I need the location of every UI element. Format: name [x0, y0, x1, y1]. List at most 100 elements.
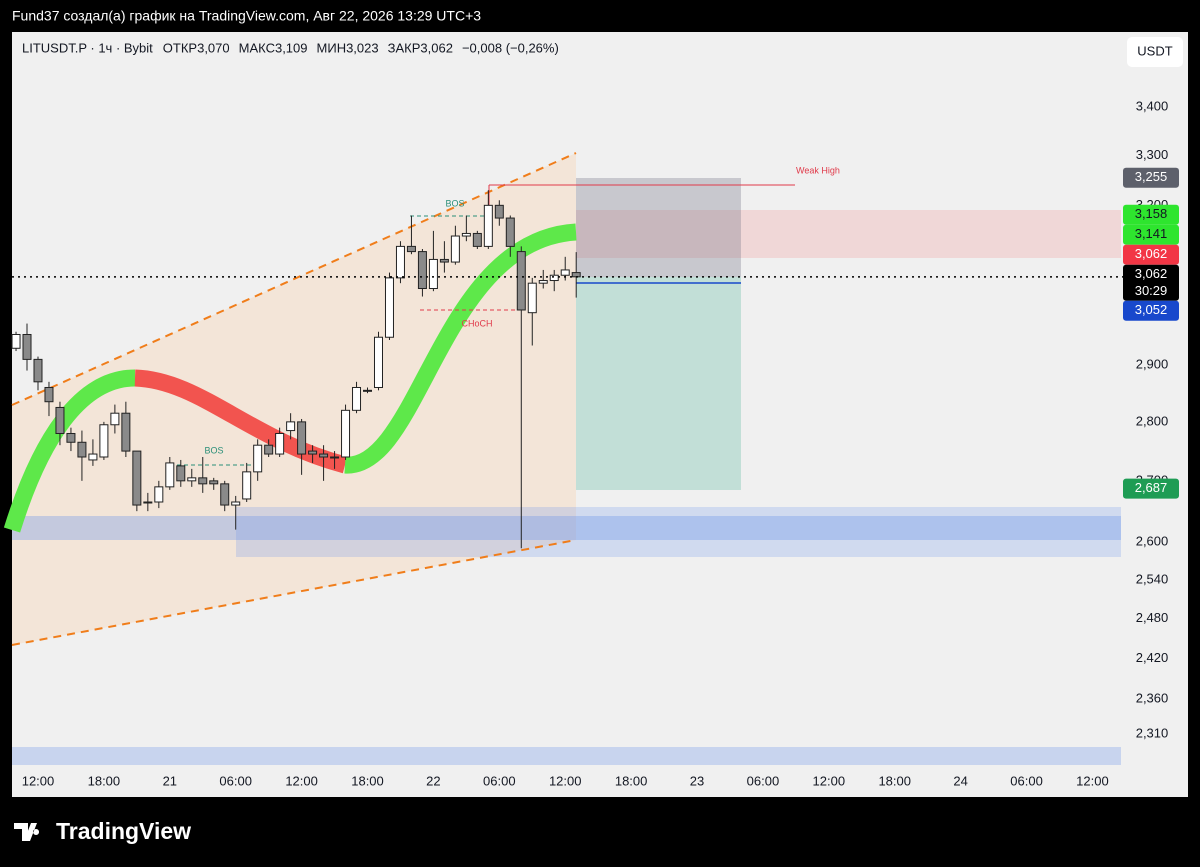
candle-body [461, 232, 471, 237]
candle-body [22, 333, 32, 360]
x-tick-label: 24 [953, 773, 967, 788]
y-tick-label: 3,400 [1136, 98, 1169, 113]
candle-body [165, 462, 175, 488]
x-tick-label: 06:00 [483, 773, 516, 788]
candle-body [439, 258, 449, 263]
candle-body [220, 483, 230, 506]
candle-body [516, 251, 526, 311]
x-tick-label: 06:00 [747, 773, 780, 788]
candle-body [154, 486, 164, 503]
price-label: 2,687 [1135, 480, 1168, 495]
legend: LITUSDT.P · 1ч · Bybit ОТКР 3,070 МАКС 3,109… [22, 40, 559, 55]
candle-body [395, 245, 405, 279]
x-tick-label: 23 [690, 773, 704, 788]
candle-body [33, 358, 43, 383]
candle-body [450, 235, 460, 263]
y-tick-label: 2,600 [1136, 533, 1169, 548]
candle-body [88, 453, 98, 461]
candle-body [341, 409, 351, 458]
candle-body [99, 424, 109, 458]
weak-high-label: Weak High [796, 165, 840, 175]
candle-body [384, 277, 394, 338]
candle-body [417, 251, 427, 290]
price-label: 3,062 [1135, 266, 1168, 281]
y-tick-label: 2,900 [1136, 356, 1169, 371]
price-label-box [1123, 264, 1179, 301]
x-tick-label: 18:00 [615, 773, 648, 788]
legend-change: −0,008 (−0,26%) [462, 40, 559, 55]
target-box [576, 277, 741, 490]
bos-label: BOS [204, 445, 223, 455]
x-tick-label: 12:00 [22, 773, 55, 788]
stop-box [576, 178, 741, 277]
channel-lower [11, 539, 577, 646]
price-label-box [1123, 244, 1179, 265]
price-label: 3,052 [1135, 302, 1168, 317]
candle-body [560, 269, 570, 276]
logo-mark [14, 823, 40, 841]
candle-body [297, 421, 307, 455]
candle-body [483, 204, 493, 247]
candle-body [253, 444, 263, 473]
chart-panel [12, 32, 1188, 797]
currency-button[interactable] [1127, 37, 1183, 67]
candle-body [330, 456, 340, 459]
legend-field-name: МАКС [239, 40, 275, 55]
brand-name: TradingView [56, 818, 191, 844]
candle-body [110, 412, 120, 426]
candle-body [494, 204, 504, 219]
candle-body [44, 386, 54, 403]
legend-symbol: LITUSDT.P · 1ч · Bybit [22, 40, 153, 55]
price-label: 3,255 [1135, 169, 1168, 184]
candle-body [132, 450, 142, 506]
candle-body [242, 471, 252, 500]
candle-body [373, 336, 383, 388]
price-label: 3,141 [1135, 226, 1168, 241]
legend-field-value: 3,070 [197, 40, 230, 55]
x-tick-label: 18:00 [351, 773, 384, 788]
countdown-label: 30:29 [1135, 283, 1168, 298]
x-tick-label: 12:00 [813, 773, 846, 788]
x-tick-label: 12:00 [1076, 773, 1109, 788]
y-tick-label: 2,480 [1136, 610, 1169, 625]
axes: 2,3102,3602,4202,4802,5402,6002,7002,800… [22, 98, 1179, 788]
candle-body [231, 501, 241, 506]
x-tick-label: 18:00 [878, 773, 911, 788]
x-tick-label: 21 [163, 773, 177, 788]
candle-body [472, 232, 482, 247]
y-tick-label: 2,310 [1136, 725, 1169, 740]
x-tick-label: 12:00 [285, 773, 318, 788]
x-tick-label: 06:00 [1010, 773, 1043, 788]
y-tick-label: 2,360 [1136, 691, 1169, 706]
legend-field-value: 3,062 [420, 40, 453, 55]
candle-body [187, 477, 197, 482]
ribbon-up [344, 223, 577, 474]
candles [11, 190, 1181, 549]
candle-body [538, 280, 548, 284]
y-tick-label: 3,300 [1136, 147, 1169, 162]
candle-body [264, 444, 274, 455]
demand-zone [12, 747, 1121, 765]
price-label: 3,062 [1135, 246, 1168, 261]
candle-body [363, 389, 373, 392]
legend-field-name: ОТКР [163, 40, 197, 55]
candle-body [286, 421, 296, 432]
y-tick-label: 2,420 [1136, 650, 1169, 665]
channel-upper [11, 152, 577, 406]
caption: Fund37 создал(а) график на TradingView.c… [12, 8, 481, 24]
candle-body [527, 282, 537, 314]
logo: TradingView [14, 818, 191, 844]
x-tick-label: 12:00 [549, 773, 582, 788]
price-label-box [1123, 204, 1179, 225]
y-tick-label: 2,800 [1136, 413, 1169, 428]
x-tick-label: 06:00 [219, 773, 252, 788]
bos-label: BOS [445, 198, 464, 208]
candle-body [209, 480, 219, 485]
candle-body [66, 432, 76, 443]
currency-label[interactable]: USDT [1137, 43, 1172, 58]
candle-body [121, 412, 131, 452]
candle-body [428, 258, 438, 290]
candle-body [198, 477, 208, 485]
